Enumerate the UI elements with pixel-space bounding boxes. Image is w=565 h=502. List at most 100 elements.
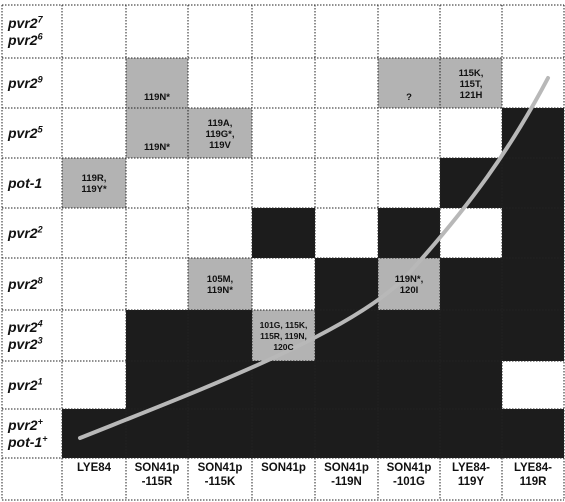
cell-r8-c4 [315,409,378,458]
cell-r4-c0 [62,208,126,258]
row-label-line: pvr27 [8,13,43,32]
cell-r5-c4 [315,258,378,310]
column-label-1: SON41p -115R [134,462,180,488]
cell-r6-c5 [378,310,440,361]
row-label-sup: 2 [37,223,43,234]
cell-r0-c6 [440,5,502,58]
cell-r1-c4 [315,58,378,108]
row-label-sup: 4 [37,317,43,328]
cell-r7-c2 [188,361,252,409]
row-label-8: pvr2+ pot-1+ [8,415,47,451]
row-label-base: pvr2 [8,376,38,393]
cell-mutation-text: ? [406,92,412,103]
row-label-sup: 7 [37,13,43,24]
cell-r2-c0 [62,108,126,158]
row-label-line: pvr24 [8,317,43,336]
cell-r6-c0 [62,310,126,361]
trend-curve [78,76,550,440]
cell-r8-c2 [188,409,252,458]
row-label-base: pvr2 [8,14,38,31]
row-label-line: pvr21 [8,375,43,394]
cell-r0-c0 [62,5,126,58]
cell-r3-c0 [62,158,126,208]
row-label-line: pvr22 [8,223,43,242]
cell-r7-c5 [378,361,440,409]
cell-r2-c2 [188,108,252,158]
cell-r0-c3 [252,5,315,58]
row-label-line: pot-1+ [8,433,47,451]
cell-r4-c4 [315,208,378,258]
row-label-1: pvr29 [8,73,43,92]
cell-r3-c7 [502,158,564,208]
row-label-5: pvr28 [8,274,43,293]
cell-mutation-text: 105M, 119N* [206,274,234,296]
row-label-base: pot-1 [8,433,43,450]
cell-mutation-text: 119R, 119Y* [81,173,107,195]
cell-r4-c3 [252,208,315,258]
cell-r0-c2 [188,5,252,58]
row-label-6: pvr24 pvr23 [8,317,43,353]
cell-r4-c6 [440,208,502,258]
row-label-0: pvr27 pvr26 [8,13,43,49]
cell-r5-c3 [252,258,315,310]
cell-r1-c7 [502,58,564,108]
row-label-line: pvr23 [8,335,43,353]
cell-mutation-text: 119N*, 120I [394,274,424,296]
row-label-line: pot-1 [8,175,42,192]
row-label-sup: + [37,415,43,426]
row-label-base: pvr2 [8,31,38,48]
cell-r7-c1 [126,361,188,409]
cell-r3-c5 [378,158,440,208]
cell-r3-c3 [252,158,315,208]
row-label-sup: 9 [37,73,43,84]
cell-r8-c3 [252,409,315,458]
cell-r1-c5 [378,58,440,108]
cell-r5-c7 [502,258,564,310]
cell-r4-c2 [188,208,252,258]
cell-r2-c1 [126,108,188,158]
cell-r1-c0 [62,58,126,108]
cell-r5-c5 [378,258,440,310]
row-label-7: pvr21 [8,375,43,394]
column-label-4: SON41p -119N [324,462,369,488]
cell-r3-c1 [126,158,188,208]
row-label-base: pvr2 [8,335,38,352]
cell-r1-c1 [126,58,188,108]
row-label-4: pvr22 [8,223,43,242]
cell-r5-c1 [126,258,188,310]
cell-mutation-text: 115K, 115T, 121H [458,67,484,101]
cell-r0-c4 [315,5,378,58]
cell-r4-c1 [126,208,188,258]
cell-r7-c6 [440,361,502,409]
cell-r2-c3 [252,108,315,158]
row-label-sup: 1 [37,375,43,386]
row-label-base: pvr2 [8,318,38,335]
cell-r6-c1 [126,310,188,361]
cell-r1-c2 [188,58,252,108]
cell-mutation-text: 101G, 115K, 115R, 119N, 120C [259,320,308,352]
column-label-0: LYE84 [76,462,112,474]
cell-r0-c7 [502,5,564,58]
cell-r1-c3 [252,58,315,108]
row-label-line: pvr29 [8,73,43,92]
cell-r8-c6 [440,409,502,458]
row-label-sup: 6 [37,30,43,41]
row-label-base: pvr2 [8,74,38,91]
column-label-7: LYE84- 119R [514,462,552,488]
row-label-base: pvr2 [8,275,38,292]
row-label-line: pvr25 [8,123,43,142]
row-label-base: pvr2 [8,416,38,433]
cell-r7-c3 [252,361,315,409]
row-label-base: pot-1 [8,174,43,191]
row-label-line: pvr2+ [8,415,47,434]
row-label-base: pvr2 [8,224,38,241]
column-label-5: SON41p -101G [386,462,432,488]
cell-r1-c6 [440,58,502,108]
column-label-2: SON41p -115K [197,462,243,488]
row-label-sup: 8 [37,274,43,285]
row-label-sup: 5 [37,123,43,134]
cell-r7-c7 [502,361,564,409]
cell-r0-c5 [378,5,440,58]
column-label-3: SON41p [261,462,306,474]
